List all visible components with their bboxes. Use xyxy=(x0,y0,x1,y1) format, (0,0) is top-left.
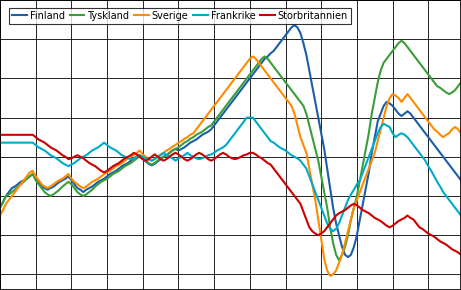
Legend: Finland, Tyskland, Sverige, Frankrike, Storbritannien: Finland, Tyskland, Sverige, Frankrike, S… xyxy=(10,8,351,23)
